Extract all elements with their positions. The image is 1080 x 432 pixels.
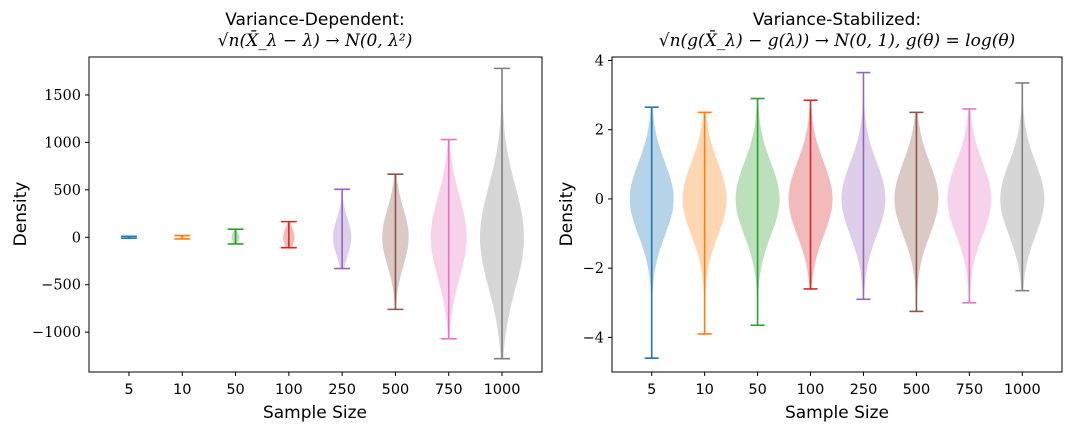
right-y-tick-label: 0	[595, 192, 604, 208]
right-y-tick-label: 4	[595, 53, 604, 69]
left-x-tick-label: 500	[382, 382, 410, 398]
left-chart-title: Variance-Dependent:	[225, 10, 405, 30]
right-x-tick-label: 5	[647, 382, 656, 398]
left-y-tick-label: 0	[72, 230, 81, 246]
right-x-tick-label: 500	[903, 382, 931, 398]
right-y-axis-label: Density	[557, 182, 577, 247]
right-chart-subtitle: √n(g(X̄_λ) − g(λ)) → N(0, 1), g(θ) = log…	[659, 29, 1015, 51]
right-y-tick-label: −2	[583, 261, 604, 277]
left-x-tick-label: 1000	[484, 382, 521, 398]
right-chart-title: Variance-Stabilized:	[753, 10, 921, 30]
right-x-tick-label: 1000	[1004, 382, 1041, 398]
left-x-tick-label: 50	[226, 382, 244, 398]
left-x-tick-label: 100	[275, 382, 303, 398]
left-x-tick-label: 750	[435, 382, 463, 398]
left-y-tick-label: 1000	[44, 135, 81, 151]
left-y-tick-label: 1500	[44, 88, 81, 104]
left-chart: Variance-Dependent: √n(X̄_λ − λ) → N(0, …	[11, 10, 543, 423]
right-chart: Variance-Stabilized: √n(g(X̄_λ) − g(λ)) …	[557, 10, 1063, 423]
right-x-tick-label: 100	[797, 382, 825, 398]
right-plot-frame	[611, 56, 1063, 373]
left-y-axis-label: Density	[11, 182, 31, 247]
left-x-tick-label: 250	[328, 382, 356, 398]
left-x-tick-label: 5	[124, 382, 133, 398]
right-x-axis-label: Sample Size	[785, 403, 889, 423]
right-x-tick-label: 50	[748, 382, 766, 398]
left-y-tick-label: 500	[53, 183, 81, 199]
left-plot-frame	[88, 56, 543, 373]
right-x-tick-label: 250	[850, 382, 878, 398]
left-y-tick-label: −1000	[32, 325, 81, 341]
left-x-tick-label: 10	[173, 382, 191, 398]
right-x-tick-label: 10	[695, 382, 713, 398]
right-y-tick-label: 2	[595, 123, 604, 139]
left-chart-subtitle: √n(X̄_λ − λ) → N(0, λ²)	[218, 29, 413, 51]
left-x-axis-label: Sample Size	[263, 403, 367, 423]
left-y-tick-label: −500	[41, 278, 81, 294]
right-y-tick-label: −4	[583, 330, 604, 346]
right-x-tick-label: 750	[956, 382, 984, 398]
